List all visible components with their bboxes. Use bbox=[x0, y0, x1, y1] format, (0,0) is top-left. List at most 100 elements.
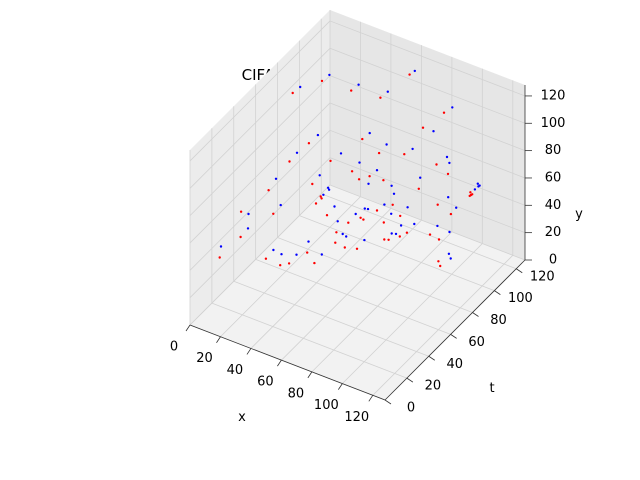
scatter-point-on bbox=[334, 241, 337, 244]
scatter-point-on bbox=[218, 256, 221, 259]
scatter-point-on bbox=[408, 73, 411, 76]
scatter-point-on bbox=[343, 246, 346, 249]
x-axis-tick bbox=[216, 336, 221, 343]
grid-y-left bbox=[189, 157, 331, 298]
grid-y-back bbox=[329, 20, 526, 97]
scatter-point-on bbox=[335, 231, 338, 234]
scatter-point-off bbox=[272, 248, 275, 252]
scatter-point-off bbox=[318, 174, 321, 177]
scatter-point-on bbox=[361, 137, 364, 141]
scatter-point-off bbox=[341, 232, 344, 236]
scatter-point-off bbox=[392, 192, 396, 195]
scatter-point-on bbox=[442, 111, 446, 114]
grid-y-back bbox=[329, 129, 526, 206]
scatter-point-on bbox=[417, 187, 420, 190]
scatter-point-on bbox=[398, 235, 401, 238]
x-axis-tick bbox=[246, 348, 252, 355]
scatter-point-off bbox=[448, 161, 451, 165]
x-axis-tick bbox=[307, 371, 313, 379]
scatter-point-on bbox=[403, 153, 406, 156]
y-axis-tick-label: 0 bbox=[549, 253, 557, 268]
t-axis-tick bbox=[450, 334, 457, 339]
grid-x-floor bbox=[250, 208, 392, 349]
scatter-point-on bbox=[264, 257, 268, 260]
scatter-point-on bbox=[379, 96, 382, 99]
grid-y-left bbox=[189, 47, 331, 189]
t-axis-tick bbox=[494, 290, 501, 295]
scatter-point-off bbox=[358, 161, 361, 164]
scatter-point-on bbox=[377, 151, 381, 155]
x-axis-tick bbox=[185, 324, 191, 332]
scatter-point-off bbox=[274, 177, 278, 180]
scatter-point-on bbox=[355, 247, 359, 250]
y-axis-tick-label: 120 bbox=[541, 88, 566, 103]
x-axis-tick bbox=[368, 395, 374, 402]
scatter-point-on bbox=[347, 221, 350, 224]
t-axis-tick-label: 80 bbox=[490, 313, 507, 328]
grid-y-left bbox=[189, 102, 331, 244]
scatter-points bbox=[218, 69, 481, 268]
x-axis-tick-label: 20 bbox=[196, 351, 213, 366]
grid-t-floor bbox=[255, 259, 451, 335]
grid-x-floor bbox=[220, 196, 361, 338]
grid-t-floor bbox=[277, 237, 473, 313]
scatter-point-off bbox=[447, 252, 451, 255]
scatter-point-off bbox=[336, 220, 339, 223]
x-axis-line bbox=[189, 324, 386, 401]
x-axis-tick-label: 100 bbox=[314, 398, 339, 413]
scatter-point-off bbox=[413, 69, 416, 73]
scatter-point-on bbox=[325, 214, 329, 217]
scatter-point-off bbox=[449, 257, 452, 260]
scatter-point-on bbox=[383, 238, 386, 241]
scatter-point-on bbox=[435, 163, 438, 166]
scatter-point-on bbox=[387, 238, 390, 241]
t-axis-tick-label: 120 bbox=[530, 269, 555, 284]
grid-x-floor bbox=[372, 255, 514, 396]
scatter-point-on bbox=[272, 212, 275, 215]
t-axis-tick-label: 40 bbox=[446, 357, 463, 372]
scatter-point-on bbox=[436, 203, 439, 206]
scatter-point-off bbox=[390, 232, 393, 235]
axes-grid bbox=[189, 10, 526, 401]
grid-x-floor bbox=[281, 219, 422, 361]
y-axis-tick-label: 100 bbox=[541, 116, 566, 131]
scatter-point-off bbox=[299, 85, 302, 89]
scatter-point-on bbox=[288, 160, 291, 163]
axes-ticks: 0204060801001200204060801001200204060801… bbox=[170, 88, 566, 424]
y-axis-tick-label: 80 bbox=[545, 143, 562, 158]
scatter-point-on bbox=[375, 209, 379, 212]
x-axis-tick bbox=[338, 383, 343, 390]
grid-y-left bbox=[189, 20, 331, 162]
scatter-point-on bbox=[421, 126, 425, 129]
scatter-point-off bbox=[385, 143, 388, 146]
y-axis-tick-label: 60 bbox=[545, 170, 562, 185]
scatter-point-off bbox=[366, 207, 370, 211]
scatter-point-on bbox=[357, 178, 361, 181]
scatter-point-off bbox=[295, 253, 298, 256]
grid-y-back bbox=[329, 102, 526, 179]
y-axis-label: y bbox=[575, 207, 583, 222]
grid-y-left bbox=[189, 75, 331, 216]
t-axis-tick-label: 0 bbox=[407, 401, 415, 416]
scatter-point-off bbox=[357, 83, 360, 86]
scatter-point-off bbox=[339, 152, 343, 155]
scatter-point-off bbox=[436, 224, 439, 228]
scatter-point-off bbox=[279, 203, 282, 207]
x-axis-tick bbox=[277, 359, 282, 367]
t-axis-tick bbox=[384, 399, 392, 405]
scatter-point-off bbox=[354, 212, 357, 216]
scatter-point-off bbox=[390, 184, 393, 187]
grid-t-floor bbox=[299, 215, 495, 291]
scatter-point-on bbox=[319, 195, 322, 198]
t-axis-tick-label: 20 bbox=[425, 379, 442, 394]
scatter-point-off bbox=[473, 188, 477, 191]
scatter-point-off bbox=[295, 151, 299, 154]
scatter-point-on bbox=[469, 191, 472, 194]
scatter-point-off bbox=[451, 106, 454, 109]
scatter-point-off bbox=[327, 188, 331, 191]
scatter-point-on bbox=[239, 210, 243, 213]
scatter-point-off bbox=[448, 230, 451, 234]
scatter-point-off bbox=[307, 240, 310, 243]
scatter-point-off bbox=[386, 90, 389, 93]
grid-y-left bbox=[189, 184, 331, 326]
